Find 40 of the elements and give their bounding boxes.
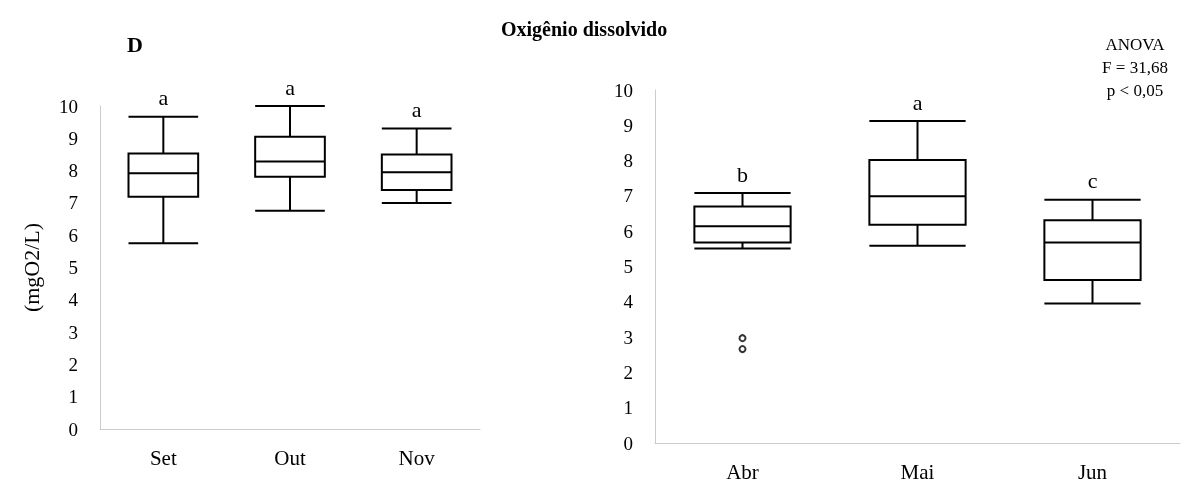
y-tick-label: 0 (623, 432, 633, 454)
y-tick-label: 4 (623, 291, 634, 313)
annotation: c (1087, 168, 1098, 194)
annotation: p < 0,05 (1106, 80, 1164, 100)
x-tick-label: Abr (726, 459, 759, 482)
y-tick-label: 10 (614, 79, 633, 101)
text: D (127, 31, 143, 57)
x-tick-label: Set (149, 445, 177, 470)
y-tick-label: 1 (623, 397, 633, 419)
y-tick-label: 4 (68, 289, 79, 311)
annotation: a (158, 85, 169, 111)
y-tick-label: 0 (68, 418, 78, 440)
y-tick-label: 7 (68, 192, 78, 214)
y-tick-label: 3 (623, 326, 633, 348)
x-tick-label: Jun (1077, 459, 1108, 482)
x-tick-label: Nov (398, 445, 436, 470)
y-tick-label: 5 (68, 257, 78, 278)
y-tick-label: 8 (623, 150, 633, 172)
y-tick-label: 6 (68, 224, 78, 246)
y-tick-label: 7 (623, 185, 633, 207)
x-tick-label: Mai (900, 459, 935, 482)
y-tick-label: 3 (68, 321, 78, 343)
annotation: a (285, 74, 296, 100)
text: ANOVA (1105, 34, 1166, 54)
y-tick-label: 9 (68, 127, 78, 149)
y-tick-label: 10 (59, 95, 78, 117)
annotation: a (912, 89, 923, 115)
y-tick-label: 5 (623, 256, 633, 277)
annotation: a (411, 97, 422, 123)
y-tick-label: 1 (68, 386, 78, 408)
text: F = 31,68 (1102, 57, 1168, 77)
y-axis-title: (mgO2/L) (18, 222, 44, 313)
y-tick-label: 6 (623, 220, 633, 242)
x-tick-label: Out (274, 445, 306, 470)
y-tick-label: 9 (623, 114, 633, 136)
y-tick-label: 2 (623, 361, 633, 383)
annotation: b (737, 161, 748, 187)
y-tick-label: 2 (68, 353, 78, 375)
y-tick-label: 8 (68, 160, 78, 182)
chart-title: Oxigênio dissolvido (501, 18, 668, 41)
